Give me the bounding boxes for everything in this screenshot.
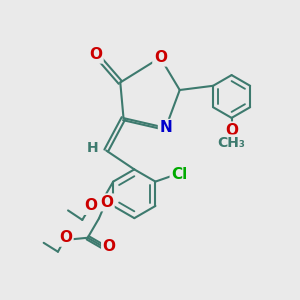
Text: O: O [85,199,98,214]
Text: CH₃: CH₃ [218,136,245,150]
Text: O: O [100,195,113,210]
Text: O: O [225,123,238,138]
Text: N: N [159,120,172,135]
Text: Cl: Cl [171,167,187,182]
Text: O: O [154,50,167,65]
Text: H: H [87,141,99,154]
Text: O: O [59,230,72,245]
Text: O: O [103,239,116,254]
Text: O: O [89,47,102,62]
